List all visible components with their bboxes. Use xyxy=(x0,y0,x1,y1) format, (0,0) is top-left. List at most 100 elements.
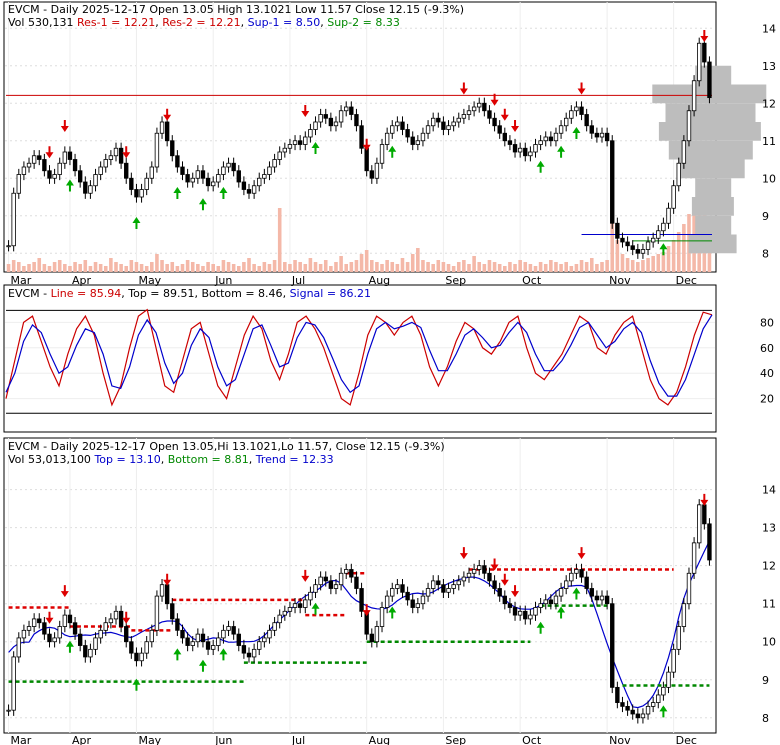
month-label: Mar xyxy=(11,274,32,287)
trend-candle-body xyxy=(292,603,298,608)
trend-month-label: Sep xyxy=(445,734,466,745)
trend-candle-body xyxy=(656,694,661,703)
volume-bar xyxy=(226,262,231,272)
trend-candle-body xyxy=(216,637,221,646)
trend-candle-body xyxy=(211,645,216,650)
trend-candle-body xyxy=(543,599,548,605)
trend-candle-body xyxy=(451,584,456,589)
trend-candle-body xyxy=(221,629,226,639)
candle-body xyxy=(584,114,589,127)
volume-bar xyxy=(272,260,277,272)
volume-bar xyxy=(303,264,308,272)
trend-sell-arrow-icon xyxy=(459,547,468,560)
candle-body xyxy=(697,42,702,82)
trend-candle-body xyxy=(538,603,543,608)
trend-candle-body xyxy=(691,542,697,574)
trend-candle-body xyxy=(344,569,349,574)
candle-body xyxy=(512,144,518,153)
volume-bar xyxy=(569,266,574,272)
candle-body xyxy=(599,132,605,138)
trend-candle-body xyxy=(118,610,124,627)
trend-candle-body xyxy=(16,637,21,658)
candle-body xyxy=(466,110,472,115)
volume-bar xyxy=(564,262,568,272)
legend-sup-2: Sup-2 = 8.33 xyxy=(327,16,400,29)
candle-body xyxy=(226,162,231,168)
trend-candle-body xyxy=(246,652,252,658)
trend-buy-arrow-icon xyxy=(311,602,320,615)
candle-body xyxy=(72,159,78,172)
trend-candle-body xyxy=(170,603,175,620)
price-panel-legend: Vol 530,131 Res-1 = 12.21, Res-2 = 12.21… xyxy=(8,16,400,29)
trend-sell-arrow-icon xyxy=(700,493,709,506)
trend-candle-body xyxy=(589,588,594,597)
volume-profile-bar xyxy=(688,234,737,254)
trend-candle-body xyxy=(42,622,47,635)
candle-body xyxy=(645,241,651,250)
candle-body xyxy=(640,249,646,254)
candle-body xyxy=(57,162,62,175)
candle-body xyxy=(650,237,656,243)
volume-bar xyxy=(27,264,31,272)
trend-candle-body xyxy=(548,599,554,605)
volume-bar xyxy=(533,266,538,272)
trend-candle-body xyxy=(149,629,154,643)
volume-bar xyxy=(513,264,517,272)
volume-bar xyxy=(175,266,180,272)
candle-body xyxy=(47,170,52,179)
candle-body xyxy=(144,177,149,190)
volume-bar xyxy=(416,248,420,272)
trend-candle-body xyxy=(139,652,144,662)
trend-candle-body xyxy=(461,576,467,582)
trend-tick-label: 12 xyxy=(762,560,776,573)
trend-month-label: Oct xyxy=(522,734,542,745)
volume-bar xyxy=(22,266,26,272)
trend-candle-body xyxy=(185,637,190,646)
trend-candle-body xyxy=(251,648,257,658)
volume-bar xyxy=(83,260,88,272)
trend-candle-body xyxy=(98,629,103,639)
candle-body xyxy=(175,155,180,168)
candle-body xyxy=(395,121,400,127)
candle-body xyxy=(211,181,216,187)
trend-candle-body xyxy=(236,633,241,646)
volume-bar xyxy=(549,260,553,272)
volume-profile-bar xyxy=(695,215,732,235)
trend-candle-body xyxy=(425,588,431,597)
volume-bar xyxy=(180,264,185,272)
volume-bar xyxy=(477,262,482,272)
signal-arrows xyxy=(45,30,709,256)
oscillator-panel-frame xyxy=(3,284,717,433)
trend-candle-body xyxy=(579,569,584,578)
sell-arrow-icon xyxy=(459,82,468,95)
trend-tick-label: 9 xyxy=(762,674,769,687)
volume-bar xyxy=(129,260,134,272)
trend-candle-body xyxy=(487,572,492,582)
volume-bar xyxy=(554,262,558,272)
trend-candle-body xyxy=(47,633,52,643)
trend-candle-body xyxy=(57,626,62,639)
candle-body xyxy=(676,162,681,187)
volume-bar xyxy=(600,262,604,272)
candle-body xyxy=(134,189,139,198)
volume-bar xyxy=(636,262,640,272)
legend-res-2: Res-2 = 12.21 xyxy=(162,16,240,29)
price-tick-label: 9 xyxy=(762,210,769,223)
volume-bar xyxy=(641,260,645,272)
candle-body xyxy=(246,189,252,194)
trend-candle-body xyxy=(599,595,605,601)
trend-candle-body xyxy=(471,569,477,574)
candle-body xyxy=(671,185,676,209)
trend-panel-legend: Vol 53,013,100 Top = 13.10, Bottom = 8.8… xyxy=(8,453,334,466)
legend-volume-total: Vol 53,013,100 xyxy=(8,453,91,466)
candle-body xyxy=(83,181,88,194)
trend-candle-body xyxy=(374,626,380,643)
trend-candle-body xyxy=(666,671,671,688)
volume-bar xyxy=(103,266,108,272)
candle-body xyxy=(333,121,339,127)
month-label: May xyxy=(138,274,161,287)
trend-candle-body xyxy=(144,641,149,654)
volume-bar xyxy=(364,250,369,272)
trend-candle-body xyxy=(272,622,277,631)
